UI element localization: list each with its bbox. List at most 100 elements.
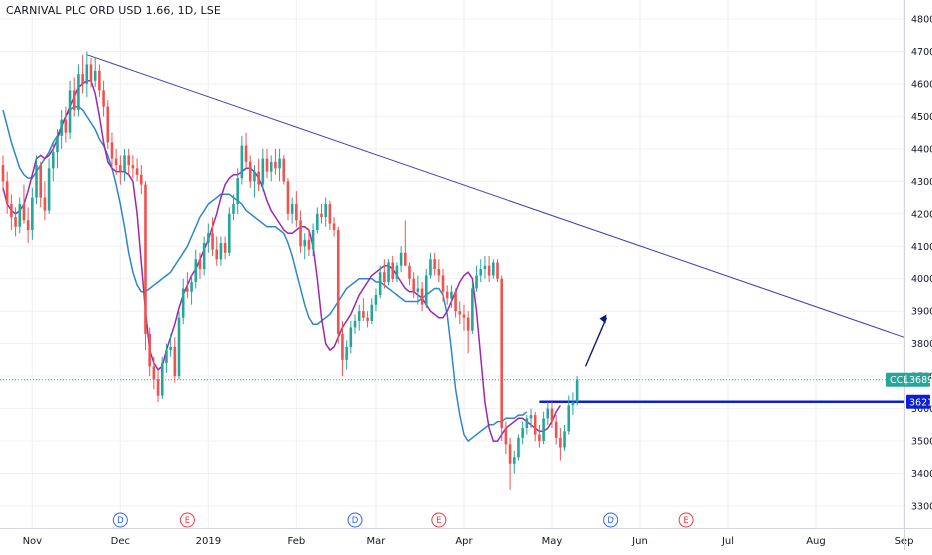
event-label: E: [436, 516, 441, 526]
grid: [0, 0, 905, 528]
event-marker: [431, 512, 447, 528]
candle-body: [51, 152, 55, 169]
y-tick-label: 3400: [911, 469, 932, 480]
candle-body: [148, 333, 151, 367]
candle-body: [378, 272, 382, 295]
candle-body: [114, 158, 118, 166]
candle-body: [102, 90, 105, 107]
candle-body: [160, 363, 164, 396]
candle-body: [387, 262, 390, 282]
event-marker: [603, 512, 619, 528]
candle-body: [500, 278, 503, 429]
candle-body: [60, 119, 63, 136]
x-tick-label: Nov: [23, 536, 43, 547]
y-tick-label: 4200: [911, 209, 932, 220]
event-marker: [678, 512, 694, 528]
event-label: E: [683, 516, 688, 526]
trendline: [86, 54, 905, 338]
candle-body: [458, 311, 462, 315]
candle-body: [47, 168, 51, 211]
candle-body: [81, 74, 84, 84]
candle-body: [504, 428, 508, 445]
candle-body: [232, 204, 235, 214]
candle-body: [31, 197, 34, 231]
level-value: 3621: [909, 397, 932, 408]
candle-body: [198, 259, 202, 269]
candle-body: [563, 431, 566, 448]
last-price-value: 3689: [909, 375, 932, 386]
candle-body: [139, 174, 143, 185]
candle-body: [512, 457, 516, 464]
candle-body: [341, 333, 344, 360]
candle-body: [244, 145, 248, 162]
event-label: E: [185, 516, 190, 526]
candle-body: [475, 275, 478, 289]
last-price-tag: [886, 372, 930, 387]
candle-body: [404, 252, 407, 266]
candle-body: [227, 213, 231, 253]
candle-body: [391, 262, 395, 279]
candle-body: [236, 178, 239, 205]
candle-body: [496, 262, 499, 279]
candle-body: [303, 239, 307, 247]
candle-body: [202, 243, 206, 269]
ma-fast-line: [2, 79, 562, 442]
candle-body: [546, 408, 550, 419]
candle-body: [173, 346, 177, 377]
candle-body: [316, 213, 319, 231]
candle-body: [437, 268, 441, 276]
y-tick-label: 4100: [911, 242, 932, 253]
x-tick-label: May: [542, 536, 563, 547]
candle-body: [207, 233, 210, 244]
event-marker: [112, 512, 128, 528]
event-marker: [179, 512, 195, 528]
candle-body: [257, 171, 260, 185]
candle-body: [307, 239, 311, 250]
candle-body: [462, 314, 466, 318]
arrow-head: [599, 314, 607, 324]
candle-body: [395, 265, 399, 279]
candle-body: [177, 317, 181, 377]
candle-body: [408, 265, 411, 279]
candle-body: [93, 70, 97, 81]
candle-body: [353, 320, 357, 328]
y-tick-label: 3900: [911, 307, 932, 318]
candle-body: [223, 243, 227, 253]
candle-body: [416, 288, 420, 292]
event-label: D: [607, 516, 614, 526]
candle-body: [554, 421, 558, 438]
candle-body: [35, 165, 38, 198]
candle-body: [219, 243, 223, 260]
candle-body: [429, 259, 432, 276]
candle-body: [483, 265, 487, 269]
candle-body: [370, 304, 374, 321]
candle-body: [194, 259, 198, 282]
candle-body: [357, 311, 361, 321]
candle-body: [311, 230, 315, 250]
candle-body: [424, 275, 428, 305]
y-tick-label: 4800: [911, 15, 932, 26]
candle-body: [286, 181, 290, 214]
y-tick-label: 3500: [911, 437, 932, 448]
candle-body: [56, 135, 59, 153]
candle-body: [525, 418, 529, 429]
candle-body: [26, 220, 30, 231]
candle-body: [454, 291, 457, 312]
ma-slow-line: [2, 105, 528, 443]
candle-body: [550, 408, 554, 422]
candle-body: [324, 204, 327, 218]
candle-body: [89, 64, 93, 81]
candle-body: [98, 70, 101, 91]
level-tag: [906, 394, 930, 409]
candle-body: [336, 230, 340, 334]
annotations: [0, 54, 905, 404]
y-tick-label: 4000: [911, 274, 932, 285]
candle-body: [529, 415, 533, 419]
candle-body: [332, 223, 336, 231]
candle-body: [152, 366, 156, 380]
candle-body: [471, 288, 474, 331]
candle-body: [278, 158, 281, 169]
